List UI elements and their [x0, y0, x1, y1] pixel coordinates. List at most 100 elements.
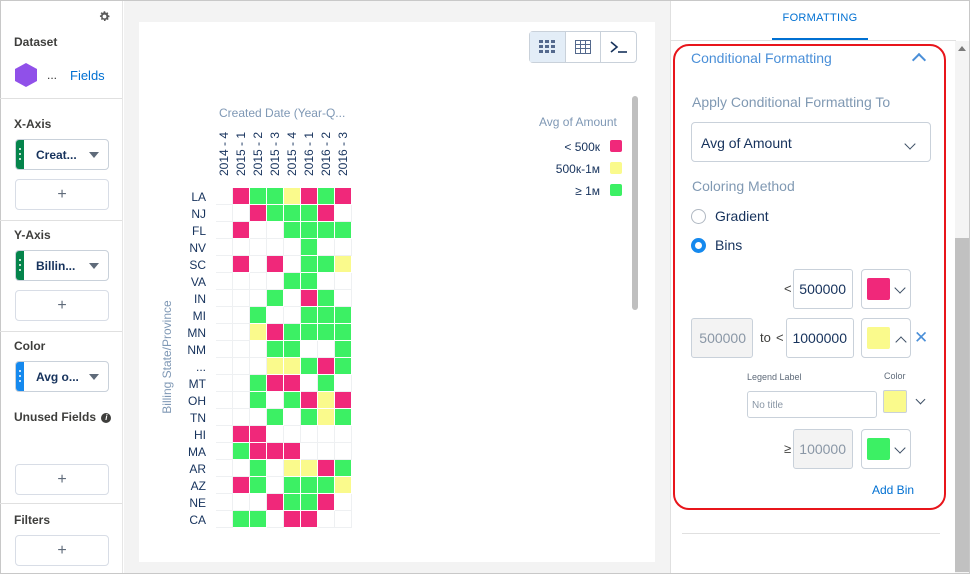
bins-radio[interactable] [691, 238, 706, 253]
heatmap-cell[interactable] [233, 307, 250, 324]
bin2-value-input[interactable]: 1000000 [786, 318, 854, 358]
heatmap-cell[interactable] [284, 324, 301, 341]
heatmap-cell[interactable] [250, 188, 267, 205]
heatmap-cell[interactable] [250, 341, 267, 358]
heatmap-cell[interactable] [318, 375, 335, 392]
heatmap-cell[interactable] [250, 477, 267, 494]
heatmap-cell[interactable] [267, 477, 284, 494]
heatmap-cell[interactable] [233, 188, 250, 205]
heatmap-cell[interactable] [250, 460, 267, 477]
heatmap-cell[interactable] [267, 392, 284, 409]
heatmap-cell[interactable] [284, 341, 301, 358]
heatmap-view-button[interactable] [530, 32, 566, 62]
legend-item[interactable]: 500к-1м [510, 161, 622, 177]
legend-color-swatch[interactable] [883, 390, 907, 413]
heatmap-cell[interactable] [301, 409, 318, 426]
heatmap-cell[interactable] [233, 222, 250, 239]
heatmap-cell[interactable] [267, 205, 284, 222]
heatmap-cell[interactable] [267, 494, 284, 511]
heatmap-cell[interactable] [335, 494, 352, 511]
heatmap-cell[interactable] [301, 358, 318, 375]
heatmap-cell[interactable] [301, 324, 318, 341]
heatmap-cell[interactable] [250, 375, 267, 392]
heatmap-cell[interactable] [335, 307, 352, 324]
heatmap-cell[interactable] [284, 290, 301, 307]
heatmap-cell[interactable] [216, 511, 233, 528]
heatmap-cell[interactable] [267, 409, 284, 426]
heatmap-cell[interactable] [216, 222, 233, 239]
heatmap-cell[interactable] [267, 290, 284, 307]
heatmap-cell[interactable] [233, 341, 250, 358]
heatmap-cell[interactable] [335, 375, 352, 392]
heatmap-cell[interactable] [284, 494, 301, 511]
heatmap-cell[interactable] [267, 443, 284, 460]
heatmap-cell[interactable] [250, 392, 267, 409]
heatmap-cell[interactable] [250, 324, 267, 341]
heatmap-cell[interactable] [301, 239, 318, 256]
heatmap-cell[interactable] [318, 256, 335, 273]
heatmap-cell[interactable] [335, 409, 352, 426]
heatmap-cell[interactable] [216, 443, 233, 460]
heatmap-cell[interactable] [335, 341, 352, 358]
heatmap-cell[interactable] [301, 256, 318, 273]
heatmap-cell[interactable] [284, 239, 301, 256]
heatmap-cell[interactable] [216, 409, 233, 426]
add-filter-button[interactable]: + [15, 535, 109, 566]
heatmap-cell[interactable] [318, 477, 335, 494]
gradient-label[interactable]: Gradient [715, 208, 769, 224]
heatmap-cell[interactable] [318, 494, 335, 511]
heatmap-cell[interactable] [335, 443, 352, 460]
panel-scrollbar-thumb[interactable] [955, 238, 969, 572]
heatmap-cell[interactable] [335, 324, 352, 341]
heatmap-cell[interactable] [267, 511, 284, 528]
gradient-radio[interactable] [691, 209, 706, 224]
heatmap-cell[interactable] [233, 358, 250, 375]
conditional-formatting-header[interactable]: Conditional Formatting [691, 50, 832, 66]
heatmap-cell[interactable] [233, 273, 250, 290]
chevron-down-icon[interactable] [89, 374, 99, 380]
heatmap-cell[interactable] [301, 273, 318, 290]
heatmap-cell[interactable] [335, 290, 352, 307]
heatmap-cell[interactable] [233, 460, 250, 477]
heatmap-cell[interactable] [267, 222, 284, 239]
heatmap-cell[interactable] [335, 426, 352, 443]
add-unused-field-button[interactable]: + [15, 464, 109, 495]
heatmap-cell[interactable] [318, 188, 335, 205]
drag-handle-icon[interactable] [16, 140, 24, 169]
heatmap-cell[interactable] [318, 426, 335, 443]
heatmap-cell[interactable] [301, 392, 318, 409]
color-field-pill[interactable]: Avg o... [15, 361, 109, 392]
chevron-down-icon[interactable] [89, 263, 99, 269]
heatmap-cell[interactable] [284, 256, 301, 273]
heatmap-cell[interactable] [216, 205, 233, 222]
heatmap-cell[interactable] [335, 205, 352, 222]
heatmap-cell[interactable] [267, 273, 284, 290]
heatmap-cell[interactable] [233, 443, 250, 460]
heatmap-cell[interactable] [267, 460, 284, 477]
heatmap-cell[interactable] [233, 290, 250, 307]
heatmap-cell[interactable] [233, 409, 250, 426]
heatmap-cell[interactable] [250, 222, 267, 239]
heatmap-cell[interactable] [284, 307, 301, 324]
heatmap-cell[interactable] [233, 477, 250, 494]
query-view-button[interactable] [601, 32, 636, 62]
heatmap-cell[interactable] [216, 426, 233, 443]
heatmap-cell[interactable] [216, 256, 233, 273]
heatmap-cell[interactable] [318, 222, 335, 239]
heatmap-cell[interactable] [301, 307, 318, 324]
heatmap-cell[interactable] [301, 375, 318, 392]
add-y-axis-button[interactable]: + [15, 290, 109, 321]
heatmap-cell[interactable] [318, 409, 335, 426]
add-bin-link[interactable]: Add Bin [872, 483, 915, 497]
heatmap-cell[interactable] [250, 426, 267, 443]
heatmap-cell[interactable] [267, 341, 284, 358]
heatmap-cell[interactable] [284, 205, 301, 222]
heatmap-cell[interactable] [284, 273, 301, 290]
heatmap-cell[interactable] [301, 205, 318, 222]
heatmap-cell[interactable] [335, 239, 352, 256]
heatmap-cell[interactable] [250, 494, 267, 511]
heatmap-cell[interactable] [284, 392, 301, 409]
info-icon[interactable]: i [101, 413, 112, 423]
fields-link[interactable]: Fields [70, 68, 105, 83]
heatmap-cell[interactable] [216, 375, 233, 392]
